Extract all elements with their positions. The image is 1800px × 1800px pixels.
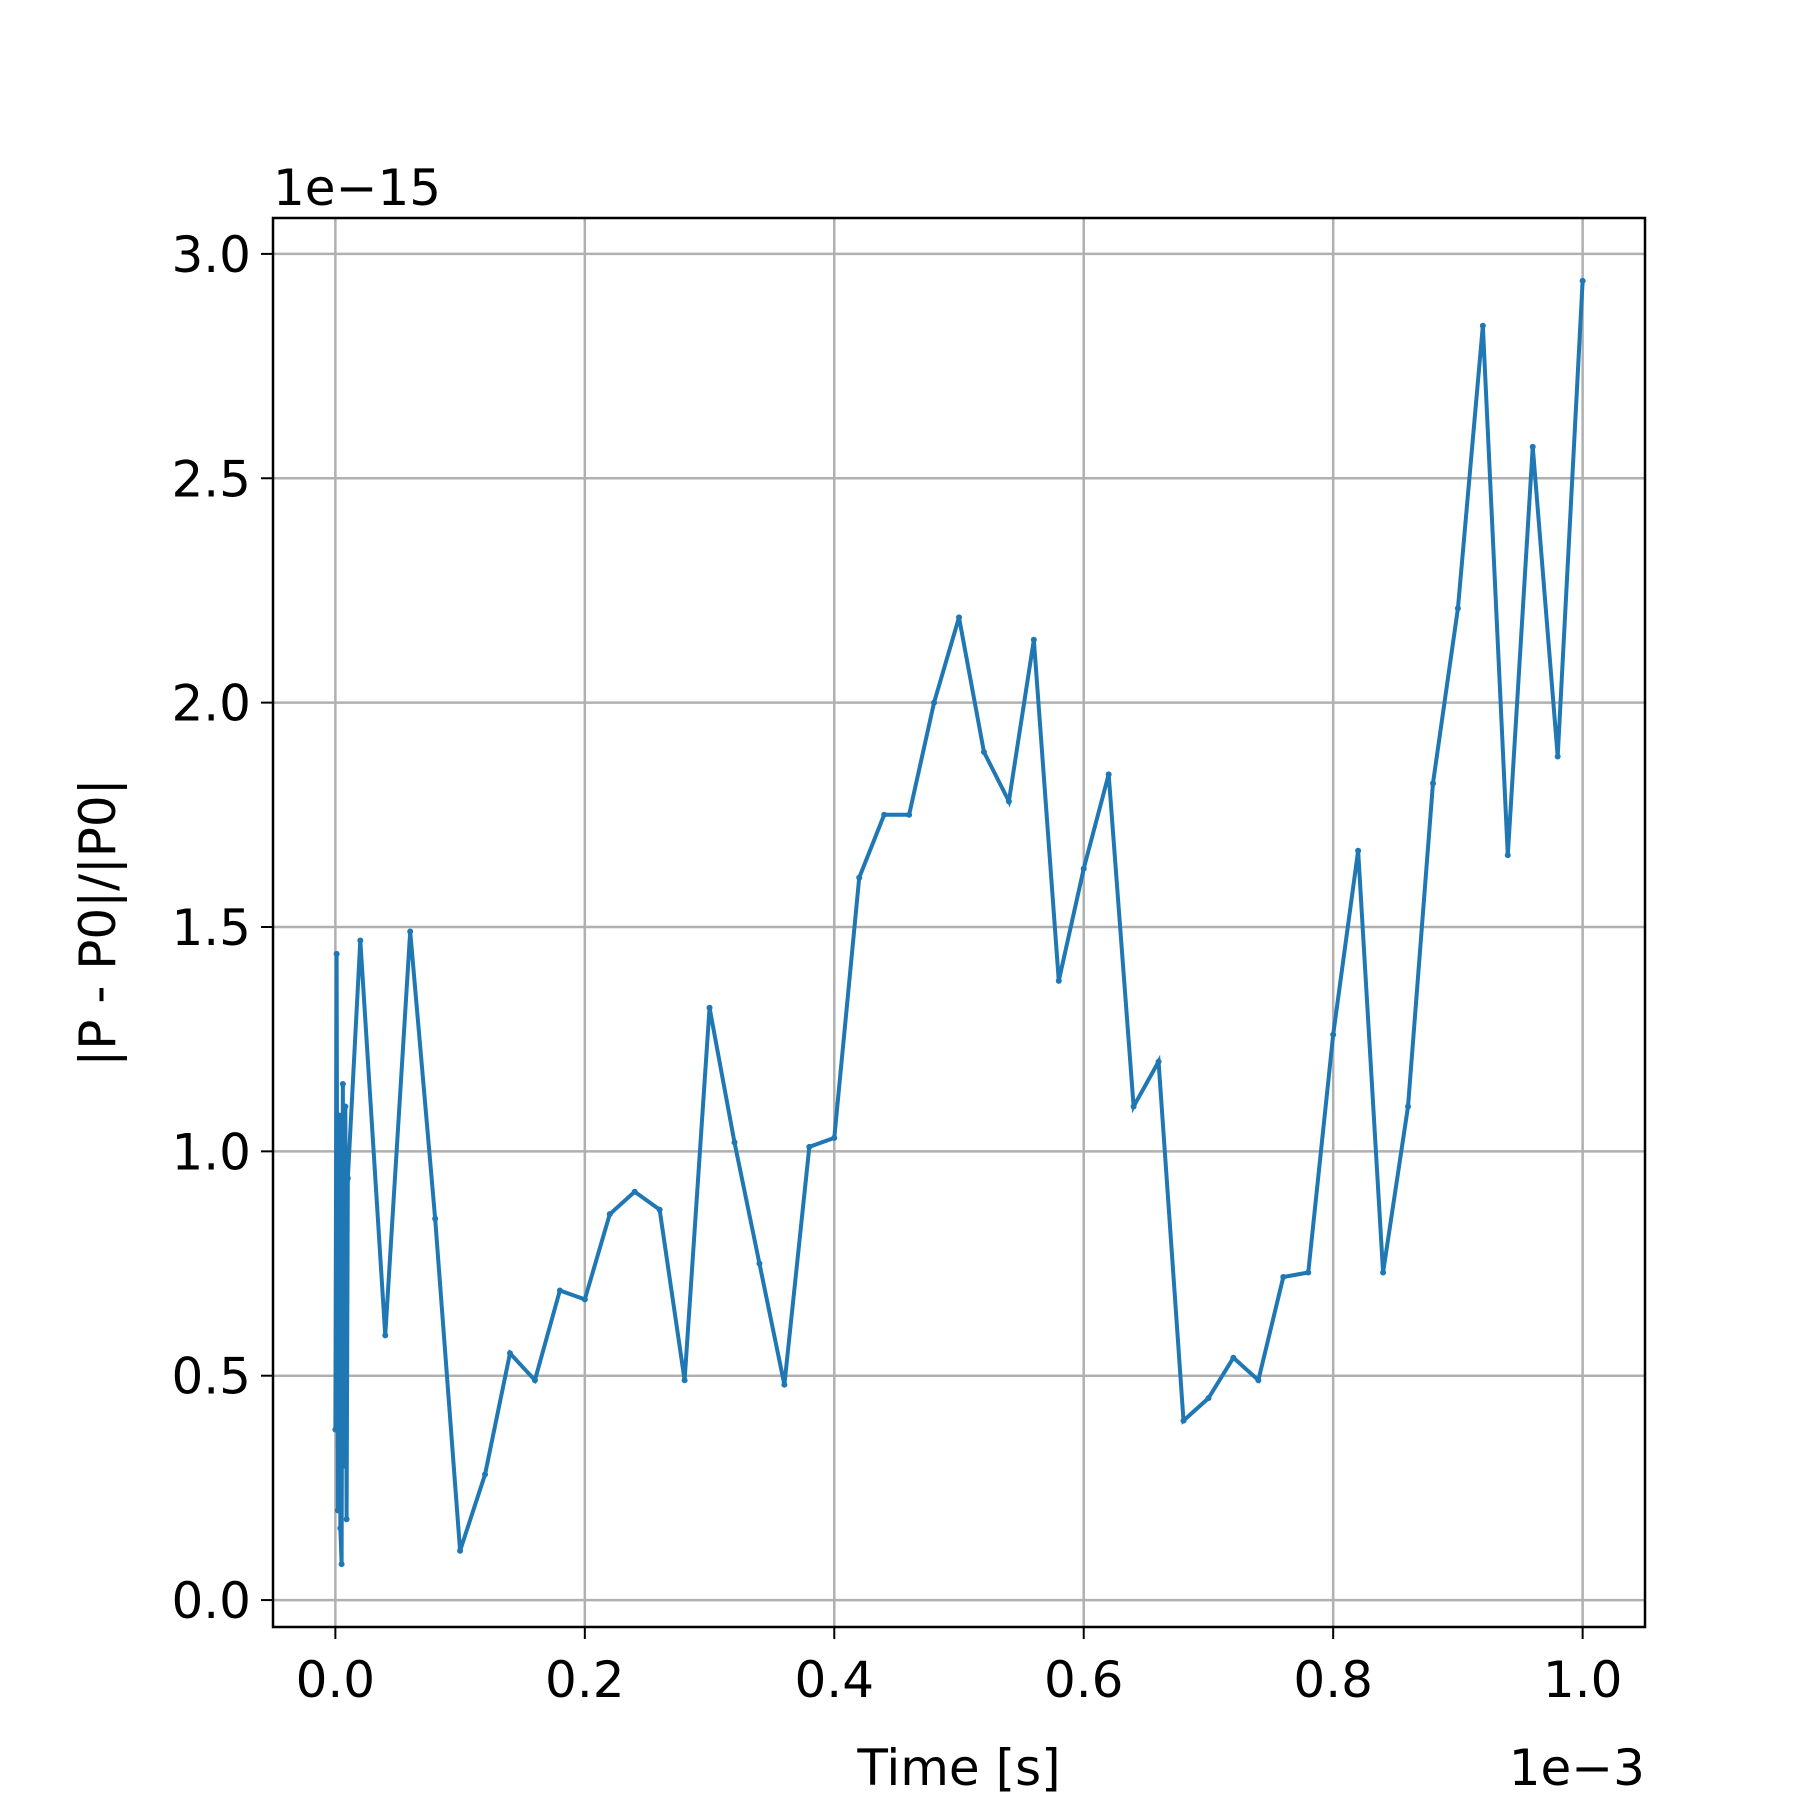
data-point-58 (1529, 443, 1536, 450)
x-tick-label-3: 0.6 (1044, 1651, 1124, 1709)
data-point-4 (337, 1525, 344, 1532)
data-point-44 (1180, 1417, 1187, 1424)
data-point-32 (881, 811, 888, 818)
data-point-35 (956, 614, 962, 621)
data-point-43 (1155, 1058, 1162, 1065)
data-point-1 (333, 950, 340, 957)
data-point-7 (341, 1462, 348, 1469)
y-axis-label: |P - P0|/|P0| (69, 778, 127, 1066)
data-point-47 (1255, 1377, 1262, 1384)
data-point-27 (756, 1260, 763, 1267)
data-point-55 (1454, 605, 1461, 612)
data-point-54 (1429, 780, 1436, 787)
x-axis-label: Time [s] (856, 1739, 1060, 1797)
data-point-45 (1205, 1395, 1212, 1402)
data-point-17 (506, 1350, 513, 1357)
data-point-41 (1105, 771, 1112, 778)
series-group (332, 277, 1586, 1568)
ticks: 0.0 0.2 0.4 0.6 0.8 1.0 0.0 0.5 1.0 1.5 2.0 2.5 3.0 (171, 226, 1622, 1709)
y-tick-label-2: 1.0 (171, 1123, 251, 1181)
y-tick-label-0: 0.0 (171, 1572, 251, 1630)
data-point-22 (631, 1188, 638, 1195)
data-point-15 (457, 1547, 464, 1554)
data-point-24 (681, 1377, 688, 1384)
data-point-21 (606, 1211, 613, 1218)
x-tick-label-2: 0.4 (795, 1651, 875, 1709)
data-point-49 (1305, 1269, 1312, 1276)
data-point-3 (336, 1112, 343, 1119)
data-point-39 (1055, 977, 1062, 984)
data-point-30 (831, 1134, 838, 1141)
data-point-19 (556, 1287, 563, 1294)
data-point-48 (1280, 1273, 1287, 1280)
y-tick-label-4: 2.0 (171, 675, 251, 733)
data-point-2 (334, 1507, 341, 1514)
y-tick-label-6: 3.0 (171, 226, 251, 284)
data-point-8 (342, 1103, 349, 1110)
data-point-13 (407, 928, 414, 935)
data-point-52 (1380, 1269, 1387, 1276)
data-point-59 (1554, 753, 1561, 760)
data-point-9 (343, 1516, 350, 1523)
y-tick-label-5: 2.5 (171, 450, 251, 508)
data-point-20 (581, 1296, 588, 1303)
data-point-42 (1130, 1103, 1137, 1110)
data-point-6 (339, 1081, 346, 1088)
data-point-16 (482, 1471, 489, 1478)
data-point-60 (1579, 277, 1586, 284)
data-point-38 (1030, 636, 1037, 643)
x-offset-label: 1e−3 (1509, 1739, 1645, 1797)
x-tick-label-1: 0.2 (545, 1651, 625, 1709)
data-point-40 (1080, 865, 1087, 872)
data-point-51 (1355, 847, 1362, 854)
data-point-26 (731, 1139, 738, 1146)
data-point-57 (1504, 852, 1511, 859)
data-point-14 (432, 1215, 439, 1222)
data-point-0 (332, 1426, 339, 1433)
data-point-33 (906, 811, 913, 818)
data-point-46 (1230, 1354, 1237, 1361)
data-point-28 (781, 1381, 788, 1388)
data-point-18 (531, 1377, 538, 1384)
x-tick-label-0: 0.0 (296, 1651, 376, 1709)
data-point-34 (931, 699, 938, 706)
data-point-31 (856, 874, 863, 881)
data-point-11 (357, 937, 364, 944)
data-point-36 (980, 748, 987, 755)
data-point-5 (338, 1561, 345, 1568)
data-point-25 (706, 1004, 713, 1011)
data-point-12 (382, 1332, 389, 1339)
data-point-50 (1330, 1031, 1337, 1038)
y-tick-label-1: 0.5 (171, 1348, 251, 1406)
data-point-53 (1405, 1103, 1412, 1110)
data-point-23 (656, 1206, 663, 1213)
x-tick-label-5: 1.0 (1543, 1651, 1623, 1709)
data-point-56 (1479, 322, 1486, 329)
y-offset-label: 1e−15 (273, 159, 441, 217)
y-tick-label-3: 1.5 (171, 899, 251, 957)
data-point-10 (344, 1175, 351, 1182)
grid (273, 218, 1645, 1627)
data-point-29 (806, 1143, 813, 1150)
data-point-37 (1005, 798, 1012, 805)
plot-frame (271, 216, 1647, 1629)
x-tick-label-4: 0.8 (1293, 1651, 1373, 1709)
